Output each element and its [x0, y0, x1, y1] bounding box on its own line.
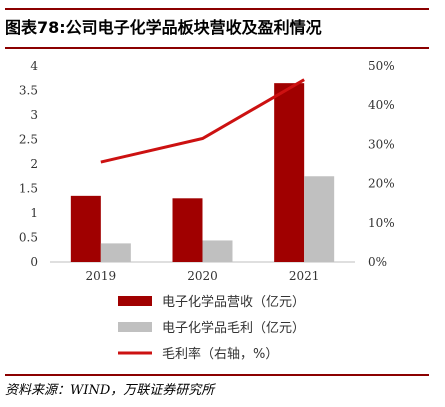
legend: 电子化学品营收（亿元） 电子化学品毛利（亿元） 毛利率（右轴，%） [118, 294, 305, 362]
left-tick-label: 4 [30, 59, 38, 73]
source-rule [5, 374, 429, 376]
legend-label-margin: 毛利率（右轴，%） [162, 346, 278, 362]
revenue-bar [70, 195, 101, 262]
left-tick-label: 1.5 [19, 182, 38, 196]
left-tick-label: 2.5 [19, 133, 38, 147]
chart-title: 图表78:公司电子化学品板块营收及盈利情况 [5, 18, 322, 37]
legend-label-gross-profit: 电子化学品毛利（亿元） [162, 320, 305, 336]
right-tick-label: 0% [368, 255, 387, 269]
left-tick-label: 2 [30, 157, 38, 171]
gross-profit-bar [100, 243, 131, 262]
x-tick-label: 2020 [187, 269, 218, 283]
revenue-bar [172, 198, 203, 262]
plot-area: 00.511.522.533.540%10%20%30%40%50%2019 20… [19, 59, 395, 283]
right-tick-label: 40% [368, 98, 395, 112]
title-bottom-rule [5, 47, 429, 49]
right-tick-label: 20% [368, 177, 395, 191]
title-top-rule [5, 8, 429, 10]
right-tick-label: 30% [368, 137, 395, 151]
legend-swatch-gross-profit [118, 322, 152, 332]
left-tick-label: 3.5 [19, 84, 38, 98]
left-tick-label: 1 [30, 206, 38, 220]
left-tick-label: 0.5 [19, 231, 38, 245]
gross-profit-bar [202, 240, 233, 262]
x-tick-label: 2019 [86, 269, 117, 283]
x-tick-label: 2021 [289, 269, 320, 283]
title-area: 图表78:公司电子化学品板块营收及盈利情况 [5, 10, 429, 50]
gross-profit-bar [304, 176, 335, 262]
legend-label-revenue: 电子化学品营收（亿元） [162, 294, 305, 310]
gross-margin-line [100, 78, 305, 164]
left-tick-label: 0 [30, 255, 38, 269]
revenue-bar [274, 83, 305, 263]
left-tick-label: 3 [30, 108, 38, 122]
legend-swatch-revenue [118, 296, 152, 306]
source-note: 资料来源：WIND，万联证券研究所 [5, 383, 215, 398]
right-tick-label: 50% [368, 59, 395, 73]
right-tick-label: 10% [368, 216, 395, 230]
